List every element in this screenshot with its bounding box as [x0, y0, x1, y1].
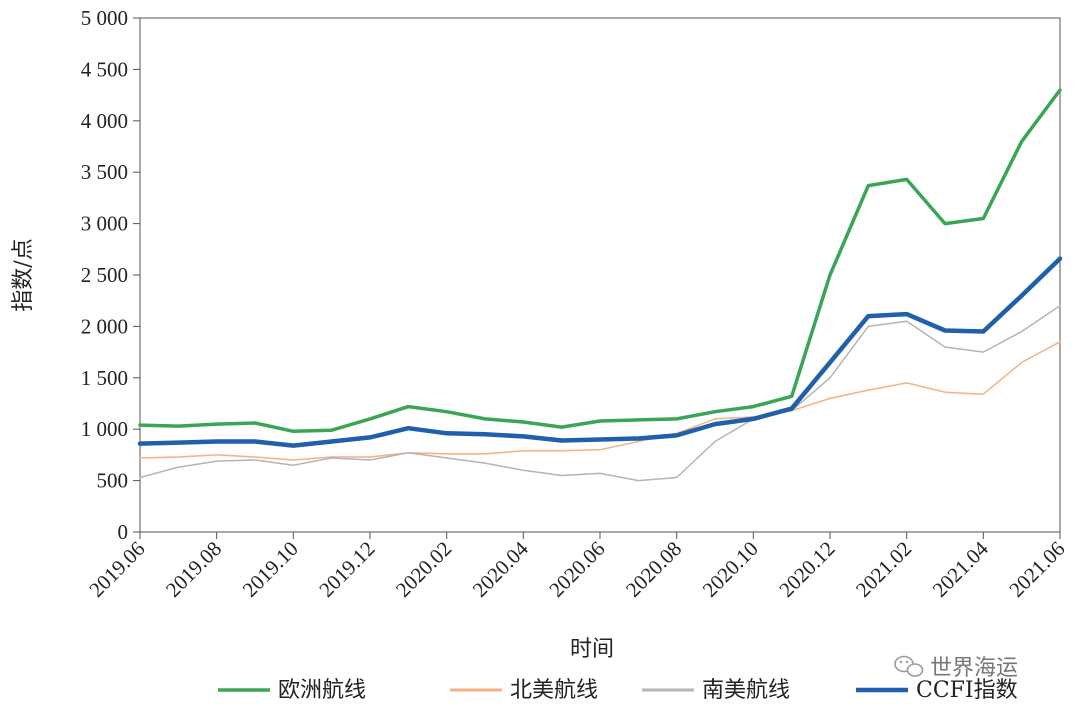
x-tick-label: 2020.06	[544, 537, 609, 602]
series-line-0	[138, 88, 1062, 434]
series-lines	[137, 88, 1063, 482]
watermark: 世界海运	[894, 655, 1018, 681]
legend-label: CCFI指数	[916, 678, 1018, 703]
x-tick-label: 2021.04	[928, 536, 994, 602]
x-tick-label: 2020.08	[621, 537, 686, 602]
legend-label: 欧洲航线	[278, 678, 366, 703]
legend-label: 南美航线	[702, 678, 790, 703]
x-axis: 2019.06 2019.08 2019.10 2019.12 2020.02 2020.…	[84, 532, 1070, 602]
legend-item-0: 欧洲航线	[218, 678, 366, 703]
legend: 欧洲航线 北美航线 南美航线 CCFI指数	[218, 678, 1018, 703]
series-line-1	[139, 341, 1061, 461]
y-axis-title: 指数/点	[11, 238, 36, 311]
x-tick-label: 2020.02	[391, 537, 456, 602]
legend-label: 北美航线	[510, 678, 598, 703]
x-tick-label: 2019.10	[238, 537, 303, 602]
legend-item-1: 北美航线	[450, 678, 598, 703]
x-tick-label: 2020.10	[698, 537, 763, 602]
y-tick-label: 2 000	[81, 314, 128, 338]
x-tick-label: 2021.06	[1004, 537, 1069, 602]
y-tick-label: 4 500	[81, 57, 128, 81]
y-axis: 0 500 1 000 1 500 2 000 2 500 3 000 3 500 4 000 4…	[81, 6, 140, 544]
y-tick-label: 3 000	[81, 212, 128, 236]
x-tick-label: 2020.04	[468, 536, 534, 602]
y-tick-label: 1 000	[81, 417, 128, 441]
legend-item-2: 南美航线	[642, 678, 790, 703]
watermark-text: 世界海运	[930, 656, 1018, 681]
x-axis-title: 时间	[570, 637, 614, 662]
plot-area	[139, 17, 1061, 533]
series-line-2	[139, 305, 1061, 482]
series-line-3	[137, 256, 1063, 448]
x-tick-label: 2019.12	[314, 537, 379, 602]
x-tick-label: 2021.02	[851, 537, 916, 602]
y-tick-label: 3 500	[81, 160, 128, 184]
y-tick-label: 500	[97, 469, 129, 493]
y-tick-label: 1 500	[81, 366, 128, 390]
wechat-icon	[894, 655, 924, 677]
x-tick-label: 2019.08	[161, 537, 226, 602]
y-tick-label: 0	[118, 520, 129, 544]
y-tick-label: 2 500	[81, 263, 128, 287]
x-tick-label: 2020.12	[774, 537, 839, 602]
y-tick-label: 4 000	[81, 109, 128, 133]
y-tick-label: 5 000	[81, 6, 128, 30]
legend-item-3: CCFI指数	[856, 678, 1018, 703]
plot-border	[139, 17, 1061, 533]
x-tick-label: 2019.06	[84, 537, 149, 602]
